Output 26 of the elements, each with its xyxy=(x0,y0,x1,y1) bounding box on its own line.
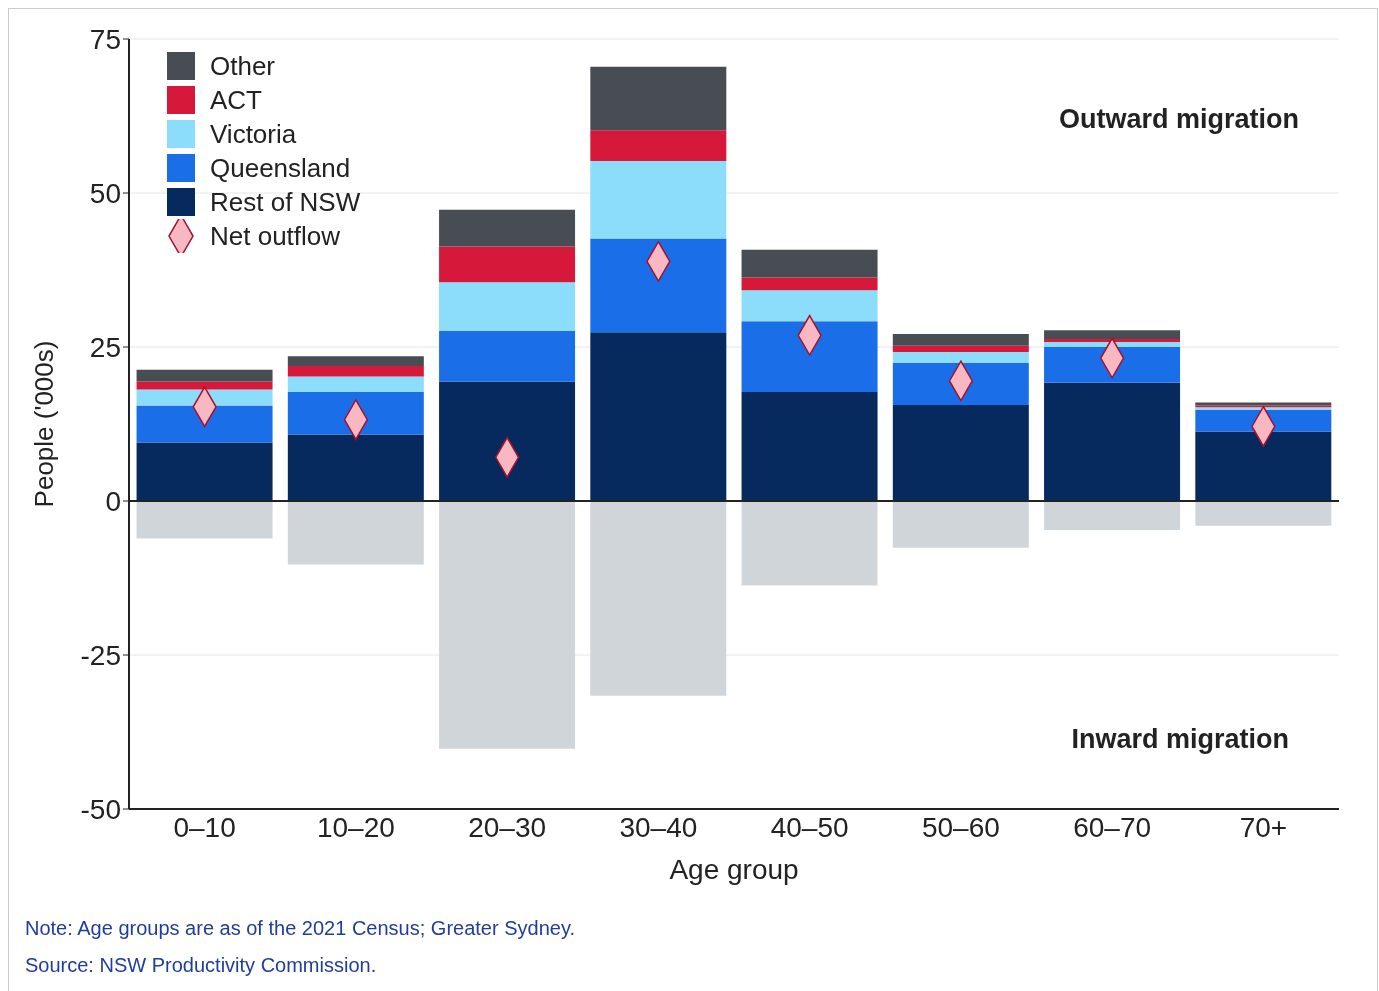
annotation: Inward migration xyxy=(1071,724,1289,755)
y-tick-label: 75 xyxy=(89,23,121,55)
x-tick-label: 50–60 xyxy=(921,811,1000,843)
x-tick-label: 30–40 xyxy=(619,811,698,843)
text: Note: Age groups are as of the 2021 Census; Greater Sydney. xyxy=(25,917,576,940)
legend-label: Queensland xyxy=(210,152,351,184)
annotation: Outward migration xyxy=(1058,104,1299,135)
y-tick-label: 25 xyxy=(89,331,121,363)
legend-label: Other xyxy=(210,50,276,82)
x-axis-title: Age group xyxy=(669,854,799,885)
x-tick-label: 20–30 xyxy=(468,811,547,843)
x-tick-label: 10–20 xyxy=(316,811,395,843)
y-axis-title: People ('000s) xyxy=(29,340,60,508)
y-tick-label: -50 xyxy=(80,793,121,825)
x-tick-label: 0–10 xyxy=(173,811,236,843)
y-tick-label: 50 xyxy=(89,177,121,209)
x-tick-label: 60–70 xyxy=(1073,811,1152,843)
legend-label: Victoria xyxy=(210,118,297,150)
y-tick-label: -25 xyxy=(80,639,121,671)
x-tick-label: 40–50 xyxy=(770,811,849,843)
y-tick-label: 0 xyxy=(105,485,121,517)
legend-label: ACT xyxy=(210,84,262,116)
source-note: Source: NSW Productivity Commission. xyxy=(25,954,378,977)
legend-label: Net outflow xyxy=(210,220,341,252)
x-tick-label: 70+ xyxy=(1239,811,1288,843)
legend-label: Rest of NSW xyxy=(210,186,361,218)
